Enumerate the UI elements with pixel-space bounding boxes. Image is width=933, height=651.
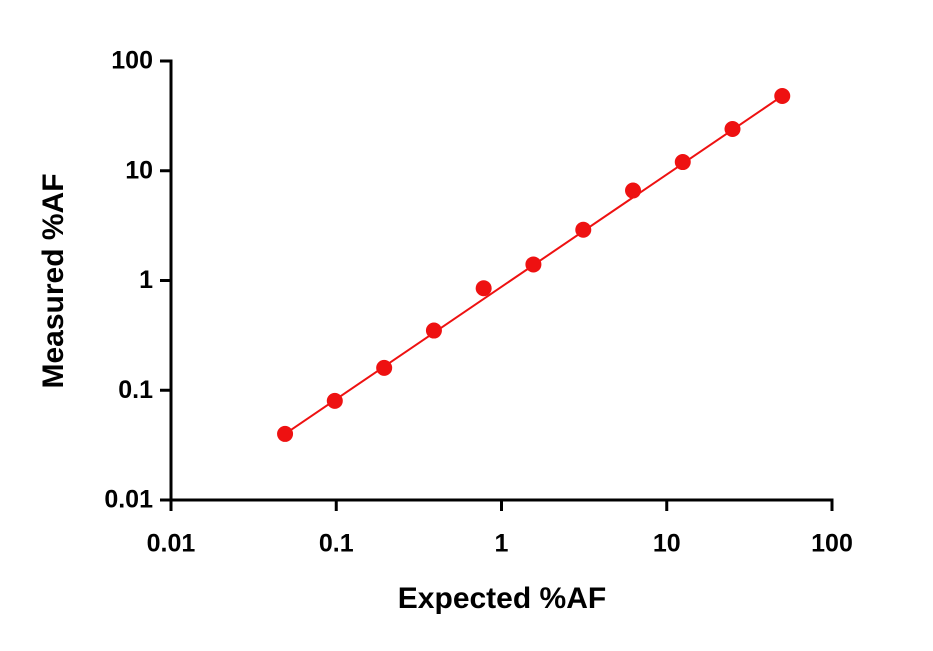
x-tick-label: 0.1 — [319, 530, 354, 558]
x-axis-title: Expected %AF — [398, 582, 606, 615]
data-point — [277, 425, 294, 442]
y-tick-label: 0.1 — [118, 376, 153, 404]
data-point — [425, 322, 442, 339]
y-tick-label: 1 — [139, 266, 153, 294]
data-point — [475, 280, 492, 297]
y-tick-label: 10 — [125, 156, 153, 184]
x-tick-label: 0.01 — [147, 530, 196, 558]
y-axis-title: Measured %AF — [37, 173, 70, 388]
data-point — [724, 121, 741, 138]
data-point — [376, 359, 393, 376]
data-point — [575, 221, 592, 238]
data-point — [674, 154, 691, 171]
x-tick-label: 1 — [495, 530, 509, 558]
x-tick-label: 100 — [811, 530, 853, 558]
data-point — [625, 182, 642, 199]
data-point — [326, 392, 343, 409]
data-point — [525, 256, 542, 273]
y-tick-label: 0.01 — [104, 486, 153, 514]
data-point — [774, 87, 791, 104]
x-tick-label: 10 — [653, 530, 681, 558]
y-tick-label: 100 — [111, 47, 153, 75]
